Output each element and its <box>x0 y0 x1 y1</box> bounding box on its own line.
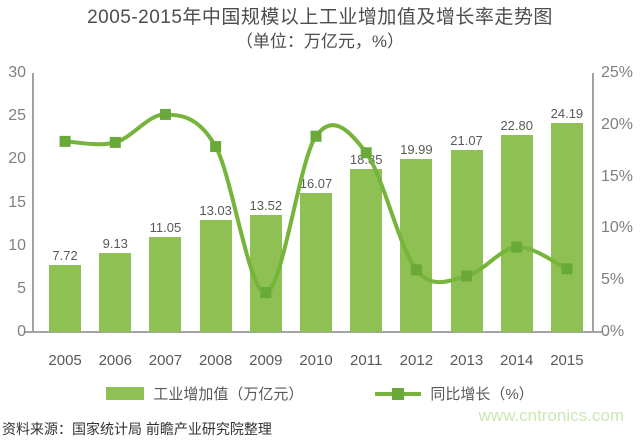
y-axis-left-tick-label: 15 <box>8 193 26 211</box>
bar-value-label: 21.07 <box>450 133 483 149</box>
bar <box>500 135 533 332</box>
chart-title: 2005-2015年中国规模以上工业增加值及增长率走势图 <box>87 7 553 28</box>
bar <box>400 159 433 332</box>
bar <box>199 219 232 332</box>
legend-line-marker <box>392 387 405 400</box>
bar-value-label: 24.19 <box>550 106 584 122</box>
bar-value-label: 11.05 <box>149 219 182 235</box>
bar <box>249 215 282 332</box>
line-marker <box>159 108 171 120</box>
y-axis-right-tick-label: 15% <box>601 167 634 185</box>
bar-value-label: 13.52 <box>249 198 283 214</box>
bar-value-label: 7.72 <box>52 248 78 264</box>
y-axis-left-tick-label: 10 <box>8 236 26 254</box>
right-axis-line <box>592 73 594 332</box>
line-marker <box>59 135 71 147</box>
bar <box>450 150 483 332</box>
legend-bar-swatch <box>106 387 145 400</box>
x-axis-tick-label: 2006 <box>98 352 132 369</box>
x-axis-tick-label: 2012 <box>399 352 434 369</box>
y-axis-right-tick-label: 25% <box>601 64 634 81</box>
x-axis-tick-label: 2009 <box>249 352 283 369</box>
line-marker <box>109 136 121 148</box>
bar <box>350 169 383 332</box>
x-axis-tick-label: 2005 <box>48 352 82 369</box>
bar <box>99 253 132 332</box>
y-axis-right-tick-label: 20% <box>601 115 634 133</box>
bar-value-label: 22.80 <box>500 118 533 134</box>
x-axis-tick-label: 2007 <box>148 352 183 369</box>
legend-bar-label: 工业增加值（万亿元） <box>153 386 304 403</box>
bar-value-label: 18.85 <box>349 152 383 168</box>
legend-item-bar: 工业增加值（万亿元） <box>106 383 303 404</box>
x-axis-tick-label: 2015 <box>550 352 584 369</box>
bar-value-label: 19.99 <box>400 142 433 158</box>
y-axis-left-tick-label: 30 <box>8 64 26 81</box>
left-axis-line <box>32 73 34 332</box>
y-axis-left-tick-label: 25 <box>8 107 26 125</box>
bar <box>550 123 583 332</box>
line-marker <box>210 141 222 153</box>
x-axis-tick-label: 2008 <box>198 352 233 369</box>
line-marker <box>310 130 322 142</box>
y-axis-left-tick-label: 0 <box>17 323 26 340</box>
watermark: www.cntronics.com <box>478 406 624 425</box>
source-note: 资料来源：国家统计局 前瞻产业研究院整理 <box>2 421 272 437</box>
x-axis-line <box>24 331 602 333</box>
x-axis-tick-label: 2013 <box>449 352 484 369</box>
bar <box>49 265 82 332</box>
x-axis-tick-label: 2010 <box>299 352 333 369</box>
bar-value-label: 13.03 <box>199 202 232 218</box>
legend-line-label: 同比增长（%） <box>430 386 534 403</box>
bar-value-label: 16.07 <box>299 176 333 192</box>
y-axis-left-tick-label: 5 <box>17 279 26 297</box>
y-axis-right-tick-label: 5% <box>601 271 625 289</box>
legend-line-swatch <box>375 387 422 400</box>
legend: 工业增加值（万亿元） 同比增长（%） <box>0 383 640 404</box>
legend-item-line: 同比增长（%） <box>375 383 534 404</box>
y-axis-right-tick-label: 10% <box>601 219 634 237</box>
bar <box>300 193 332 332</box>
chart-subtitle: （单位：万亿元，%） <box>235 32 405 51</box>
x-axis-tick-label: 2014 <box>500 352 534 369</box>
bar-value-label: 9.13 <box>102 236 128 252</box>
y-axis-left-tick-label: 20 <box>8 150 26 168</box>
y-axis-right-tick-label: 0% <box>601 323 625 340</box>
x-axis-tick-label: 2011 <box>350 352 383 369</box>
bar <box>149 236 182 332</box>
